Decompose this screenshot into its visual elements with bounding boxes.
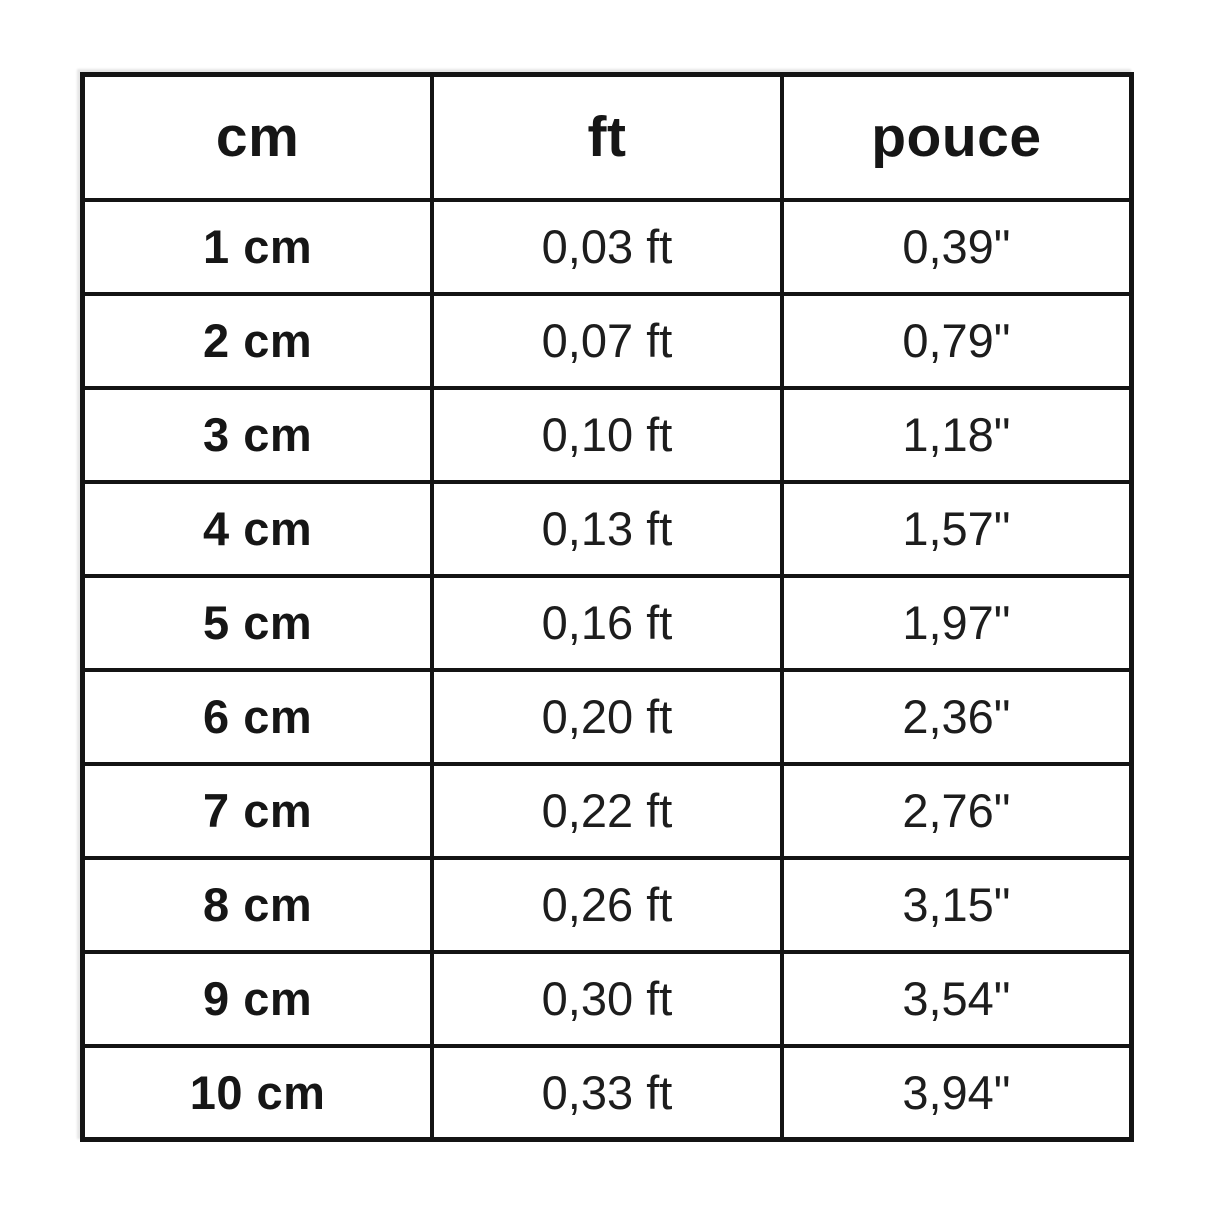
table-body: 1 cm 0,03 ft 0,39" 2 cm 0,07 ft 0,79" 3 … (80, 197, 1134, 1142)
cell-ft: 0,22 ft (430, 761, 784, 860)
cell-cm: 9 cm (80, 949, 435, 1048)
cell-cm: 10 cm (80, 1043, 435, 1142)
cell-pouce: 3,15" (779, 855, 1134, 954)
cell-ft: 0,26 ft (430, 855, 784, 954)
table-header: cm ft pouce (80, 72, 1134, 202)
table-row: 2 cm 0,07 ft 0,79" (80, 291, 1134, 390)
table-row: 1 cm 0,03 ft 0,39" (80, 197, 1134, 296)
cell-pouce: 2,76" (779, 761, 1134, 860)
table-row: 3 cm 0,10 ft 1,18" (80, 385, 1134, 484)
cell-pouce: 1,57" (779, 479, 1134, 578)
cell-cm: 6 cm (80, 667, 435, 766)
cell-pouce: 0,39" (779, 197, 1134, 296)
cell-cm: 8 cm (80, 855, 435, 954)
cell-cm: 3 cm (80, 385, 435, 484)
cell-cm: 2 cm (80, 291, 435, 390)
table-row: 9 cm 0,30 ft 3,54" (80, 949, 1134, 1048)
cell-ft: 0,10 ft (430, 385, 784, 484)
cell-pouce: 3,54" (779, 949, 1134, 1048)
header-cell-ft: ft (430, 72, 784, 202)
cm-ft-pouce-conversion-table: cm ft pouce 1 cm 0,03 ft 0,39" 2 cm 0,07… (80, 72, 1134, 1142)
cell-pouce: 1,97" (779, 573, 1134, 672)
cell-pouce: 0,79" (779, 291, 1134, 390)
header-row: cm ft pouce (80, 72, 1134, 202)
cell-pouce: 3,94" (779, 1043, 1134, 1142)
cell-ft: 0,30 ft (430, 949, 784, 1048)
table-row: 4 cm 0,13 ft 1,57" (80, 479, 1134, 578)
table-row: 7 cm 0,22 ft 2,76" (80, 761, 1134, 860)
cell-ft: 0,03 ft (430, 197, 784, 296)
table-row: 5 cm 0,16 ft 1,97" (80, 573, 1134, 672)
cell-cm: 4 cm (80, 479, 435, 578)
cell-ft: 0,13 ft (430, 479, 784, 578)
cell-ft: 0,16 ft (430, 573, 784, 672)
cell-pouce: 1,18" (779, 385, 1134, 484)
cell-cm: 1 cm (80, 197, 435, 296)
header-cell-cm: cm (80, 72, 435, 202)
cell-ft: 0,07 ft (430, 291, 784, 390)
cell-ft: 0,33 ft (430, 1043, 784, 1142)
cell-cm: 5 cm (80, 573, 435, 672)
header-cell-pouce: pouce (779, 72, 1134, 202)
table-row: 8 cm 0,26 ft 3,15" (80, 855, 1134, 954)
cell-ft: 0,20 ft (430, 667, 784, 766)
table-row: 10 cm 0,33 ft 3,94" (80, 1043, 1134, 1142)
cell-pouce: 2,36" (779, 667, 1134, 766)
table-row: 6 cm 0,20 ft 2,36" (80, 667, 1134, 766)
cell-cm: 7 cm (80, 761, 435, 860)
